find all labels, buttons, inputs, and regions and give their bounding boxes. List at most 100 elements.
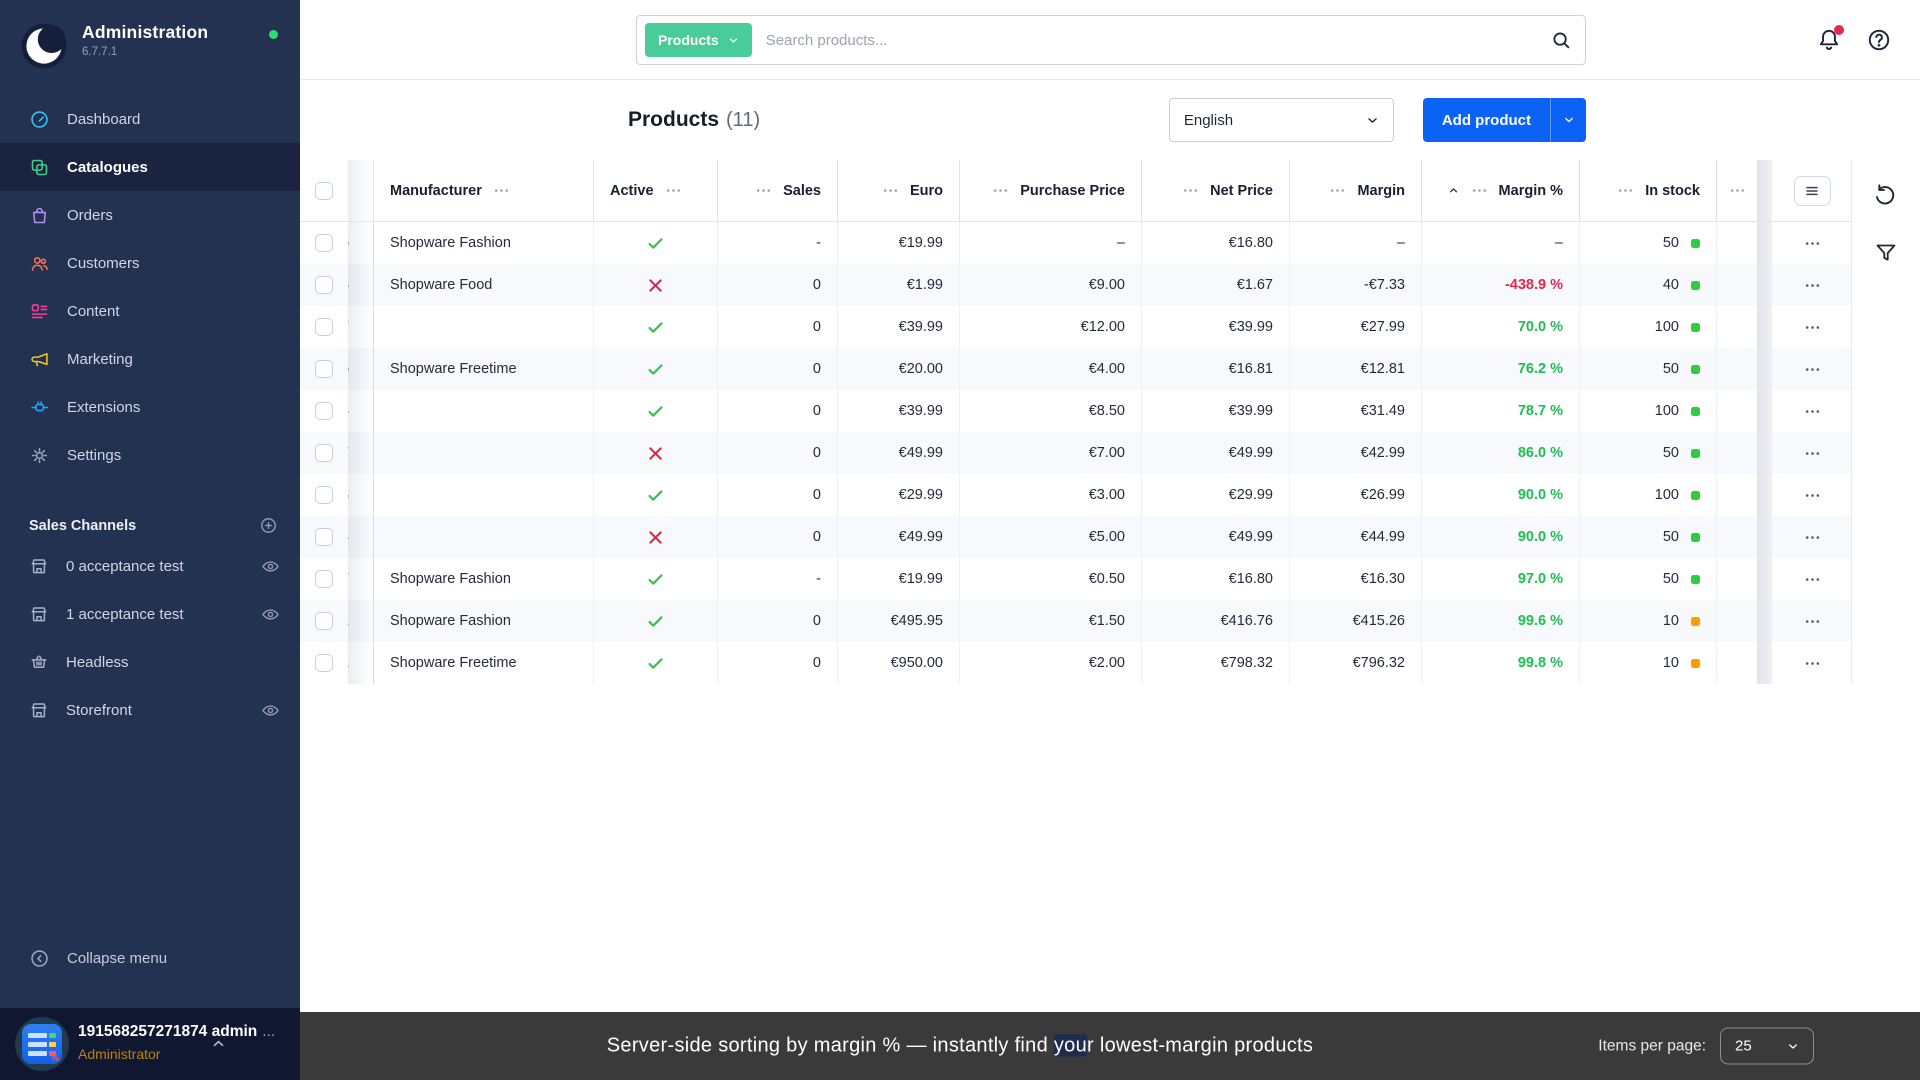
- in-stock-cell: 50: [1580, 348, 1717, 390]
- margin-percent-cell: 78.7 %: [1422, 390, 1580, 432]
- collapse-menu-button[interactable]: Collapse menu: [0, 934, 300, 982]
- search-entity-tag[interactable]: Products: [645, 23, 752, 57]
- column-header-margin[interactable]: Margin: [1290, 160, 1422, 221]
- filter-icon[interactable]: [1874, 241, 1898, 265]
- column-header-in-stock[interactable]: In stock: [1580, 160, 1717, 221]
- active-status-cell: [594, 474, 718, 516]
- table-row: 1 Shopware Fashion 0€495.95€1.50€416.76€41…: [300, 600, 1851, 642]
- stock-status-dot: [1691, 532, 1700, 542]
- row-checkbox[interactable]: [315, 612, 333, 630]
- column-header-margin[interactable]: Margin %: [1422, 160, 1580, 221]
- column-header-net-price[interactable]: Net Price: [1142, 160, 1290, 221]
- help-icon[interactable]: [1866, 27, 1892, 53]
- column-options-icon[interactable]: [992, 182, 1009, 199]
- row-context-menu-icon[interactable]: [1804, 361, 1821, 378]
- column-header-manufacturer[interactable]: Manufacturer: [374, 160, 594, 221]
- row-checkbox-cell: [300, 432, 348, 474]
- column-options-icon[interactable]: [755, 182, 772, 199]
- brand: Administration 6.7.7.1: [20, 22, 278, 70]
- row-context-menu-icon[interactable]: [1804, 277, 1821, 294]
- sidebar-item-extensions[interactable]: Extensions: [0, 383, 300, 431]
- margin-percent-cell: 90.0 %: [1422, 516, 1580, 558]
- row-context-menu-icon[interactable]: [1804, 571, 1821, 588]
- row-checkbox[interactable]: [315, 570, 333, 588]
- row-checkbox[interactable]: [315, 318, 333, 336]
- column-options-icon[interactable]: [882, 182, 899, 199]
- row-context-menu-icon[interactable]: [1804, 613, 1821, 630]
- column-options-icon[interactable]: [1729, 182, 1746, 199]
- column-options-icon[interactable]: [493, 182, 510, 199]
- caption-text: Server-side sorting by margin % — instan…: [606, 1034, 1314, 1057]
- extra-cell: [1717, 600, 1757, 642]
- row-checkbox[interactable]: [315, 444, 333, 462]
- sidebar-item-customers[interactable]: Customers: [0, 239, 300, 287]
- row-context-menu-icon[interactable]: [1804, 487, 1821, 504]
- row-actions-cell: [1772, 222, 1852, 264]
- row-context-menu-icon[interactable]: [1804, 655, 1821, 672]
- column-header-purchase-price[interactable]: Purchase Price: [960, 160, 1142, 221]
- eye-icon[interactable]: [261, 557, 280, 576]
- sidebar-item-marketing[interactable]: Marketing: [0, 335, 300, 383]
- eye-icon[interactable]: [261, 701, 280, 720]
- avatar: %: [15, 1017, 69, 1071]
- user-role: Administrator: [78, 1046, 161, 1062]
- row-checkbox[interactable]: [315, 234, 333, 252]
- sales-cell: 0: [718, 516, 838, 558]
- row-checkbox[interactable]: [315, 528, 333, 546]
- row-checkbox[interactable]: [315, 276, 333, 294]
- column-options-icon[interactable]: [1471, 182, 1488, 199]
- user-menu-chevron-icon[interactable]: [211, 1036, 226, 1051]
- scroll-shadow: [1757, 264, 1772, 306]
- column-header-active[interactable]: Active: [594, 160, 718, 221]
- scroll-shadow: [1757, 306, 1772, 348]
- active-status-cell: [594, 516, 718, 558]
- row-checkbox[interactable]: [315, 486, 333, 504]
- sidebar-item-dashboard[interactable]: Dashboard: [0, 95, 300, 143]
- sales-channel-headless[interactable]: Headless: [0, 638, 300, 686]
- euro-price-cell: €39.99: [838, 390, 960, 432]
- active-status-cell: [594, 306, 718, 348]
- euro-price-cell: €20.00: [838, 348, 960, 390]
- row-context-menu-icon[interactable]: [1804, 235, 1821, 252]
- global-search[interactable]: Products Search products...: [636, 15, 1586, 65]
- sidebar-item-orders[interactable]: Orders: [0, 191, 300, 239]
- select-all-checkbox[interactable]: [315, 181, 333, 200]
- page-size-select[interactable]: 25: [1720, 1027, 1814, 1065]
- settings-icon: [29, 445, 50, 466]
- column-options-icon[interactable]: [665, 182, 682, 199]
- notifications-bell-icon[interactable]: [1816, 25, 1844, 53]
- column-options-icon[interactable]: [1329, 182, 1346, 199]
- column-header-sales[interactable]: Sales: [718, 160, 838, 221]
- stock-status-dot: [1691, 406, 1700, 416]
- extra-cell: [1717, 642, 1757, 684]
- user-name: 191568257271874 admin...: [78, 1023, 276, 1040]
- row-context-menu-icon[interactable]: [1804, 403, 1821, 420]
- add-sales-channel-icon[interactable]: [259, 516, 278, 535]
- add-product-button[interactable]: Add product: [1422, 98, 1586, 142]
- search-icon[interactable]: [1550, 29, 1572, 51]
- app-title: Administration: [82, 22, 209, 42]
- smart-bar: Products (11) English Add product: [300, 80, 1920, 160]
- add-product-dropdown-caret[interactable]: [1550, 98, 1586, 142]
- sidebar-item-settings[interactable]: Settings: [0, 431, 300, 479]
- language-select[interactable]: English: [1168, 98, 1394, 142]
- margin-cell: €44.99: [1290, 516, 1422, 558]
- column-header-euro[interactable]: Euro: [838, 160, 960, 221]
- eye-icon[interactable]: [261, 605, 280, 624]
- sidebar-item-catalogues[interactable]: Catalogues: [0, 143, 300, 191]
- row-checkbox[interactable]: [315, 360, 333, 378]
- sales-channel-1-acceptance-test[interactable]: 1 acceptance test: [0, 590, 300, 638]
- sales-channel-0-acceptance-test[interactable]: 0 acceptance test: [0, 542, 300, 590]
- row-checkbox[interactable]: [315, 654, 333, 672]
- column-options-icon[interactable]: [1617, 182, 1634, 199]
- column-options-icon[interactable]: [1182, 182, 1199, 199]
- row-context-menu-icon[interactable]: [1804, 445, 1821, 462]
- row-checkbox[interactable]: [315, 402, 333, 420]
- sales-channel-storefront[interactable]: Storefront: [0, 686, 300, 734]
- refresh-icon[interactable]: [1872, 183, 1898, 209]
- row-context-menu-icon[interactable]: [1804, 529, 1821, 546]
- user-section[interactable]: % 191568257271874 admin... Administrator: [0, 1008, 300, 1080]
- sidebar-item-content[interactable]: Content: [0, 287, 300, 335]
- grid-settings-button[interactable]: [1793, 175, 1831, 206]
- row-context-menu-icon[interactable]: [1804, 319, 1821, 336]
